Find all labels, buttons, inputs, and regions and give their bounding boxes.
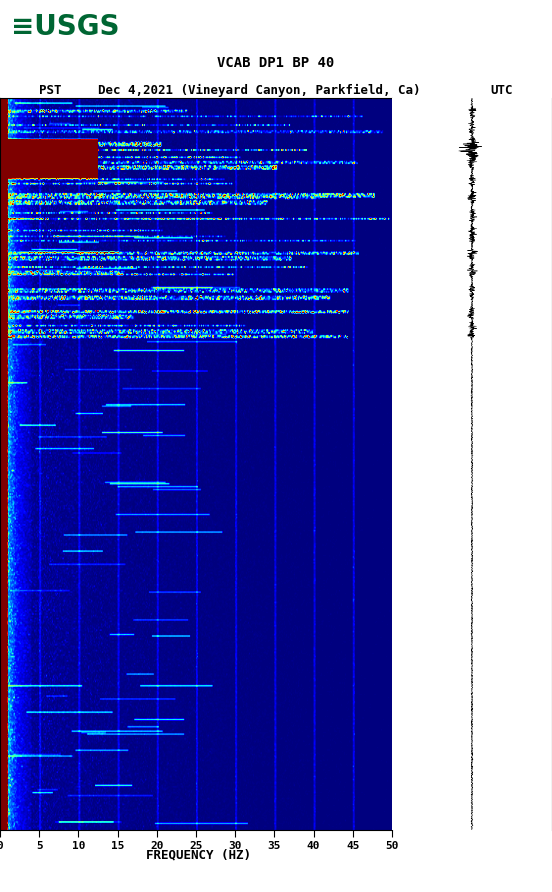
Text: Dec 4,2021 (Vineyard Canyon, Parkfield, Ca): Dec 4,2021 (Vineyard Canyon, Parkfield, … <box>98 84 421 97</box>
Text: VCAB DP1 BP 40: VCAB DP1 BP 40 <box>217 56 335 70</box>
Text: FREQUENCY (HZ): FREQUENCY (HZ) <box>146 848 251 862</box>
Text: ≡USGS: ≡USGS <box>11 12 120 41</box>
Text: UTC: UTC <box>491 84 513 97</box>
Text: PST: PST <box>39 84 61 97</box>
